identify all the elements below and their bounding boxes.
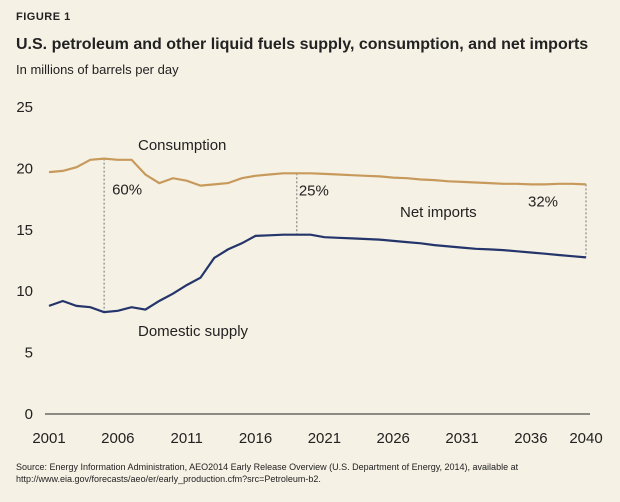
x-tick-label: 2040 [569, 430, 602, 447]
x-tick-label: 2011 [171, 430, 203, 447]
annotation-consumption: Consumption [138, 137, 226, 154]
y-tick-label: 0 [25, 406, 33, 423]
chart-subtitle: In millions of barrels per day [16, 62, 179, 77]
x-tick-label: 2021 [308, 430, 341, 447]
x-axis-ticks: 2001 2006 2011 2016 2021 2026 2031 2036 2040 [32, 430, 602, 447]
y-tick-label: 10 [16, 283, 33, 300]
x-tick-label: 2016 [239, 430, 272, 447]
x-tick-label: 2006 [101, 430, 134, 447]
x-tick-label: 2036 [514, 430, 547, 447]
net-imports-droplines: 60% 25% 32% [103, 158, 587, 313]
y-tick-label: 20 [16, 160, 33, 177]
net-imports-percent-label: 25% [299, 182, 329, 199]
net-imports-percent-label: 60% [112, 182, 142, 199]
annotation-domestic-supply: Domestic supply [138, 323, 249, 340]
chart-title: U.S. petroleum and other liquid fuels su… [16, 36, 589, 53]
net-imports-percent-label: 32% [528, 193, 558, 210]
source-note: Source: Energy Information Administratio… [16, 462, 519, 484]
y-tick-label: 5 [25, 345, 33, 362]
y-tick-label: 25 [16, 99, 33, 116]
series-line-domestic-supply [48, 233, 587, 314]
x-tick-label: 2026 [377, 430, 410, 447]
x-tick-label: 2001 [32, 430, 65, 447]
figure-label: FIGURE 1 [16, 11, 71, 23]
x-tick-label: 2031 [445, 430, 478, 447]
y-tick-label: 15 [16, 222, 33, 239]
series-line-consumption [48, 157, 587, 187]
annotation-net-imports: Net imports [400, 204, 477, 221]
y-axis-ticks: 0 5 10 15 20 25 [16, 99, 33, 423]
